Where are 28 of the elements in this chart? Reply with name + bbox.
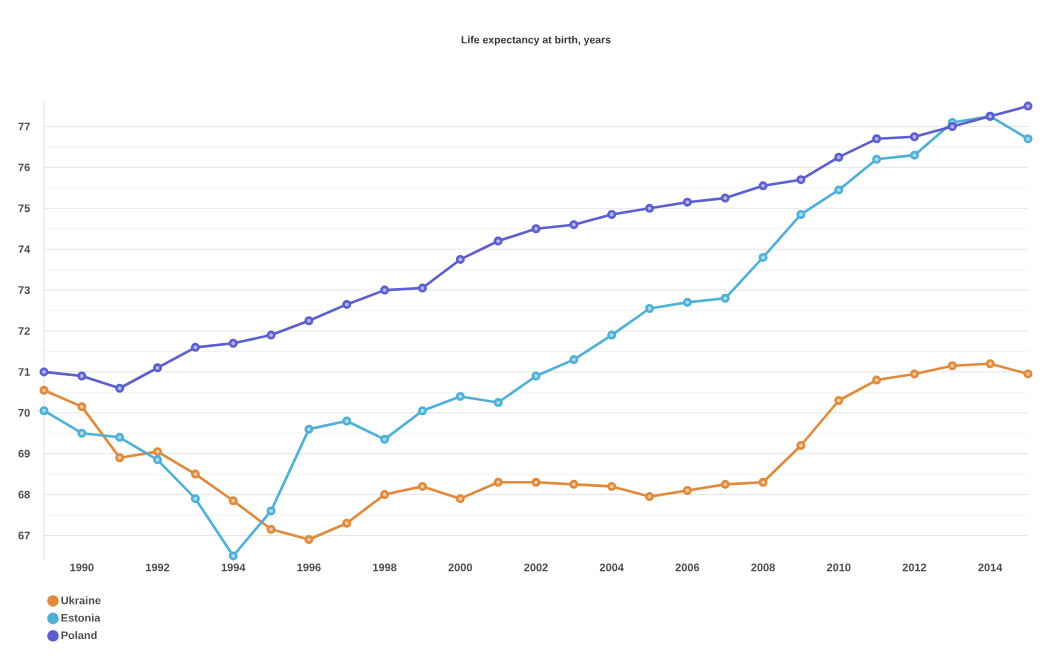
x-tick-label: 2014 (978, 563, 1003, 572)
y-tick-label: 72 (18, 327, 30, 335)
x-tick-label: 1998 (373, 563, 397, 572)
x-tick-label: 1992 (146, 563, 170, 572)
y-tick-label: 71 (18, 368, 30, 376)
x-tick-label: 2000 (448, 563, 473, 572)
y-tick-label: 77 (18, 122, 30, 131)
y-tick-label: 69 (18, 449, 30, 458)
legend-label: Ukraine (61, 596, 101, 605)
legend-label: Estonia (61, 613, 101, 622)
y-tick-label: 73 (18, 286, 30, 294)
x-tick-label: 2004 (599, 563, 624, 572)
chart-title: Life expectancy at birth, years (461, 35, 611, 46)
y-tick-label: 76 (18, 163, 30, 172)
y-tick-label: 74 (18, 245, 31, 253)
x-tick-label: 2010 (826, 563, 851, 572)
x-tick-label: 2012 (902, 563, 927, 572)
y-tick-label: 70 (18, 408, 30, 417)
x-tick-label: 2008 (751, 563, 775, 572)
x-tick-label: 2002 (524, 563, 548, 572)
x-tick-label: 1996 (297, 563, 321, 572)
legend-label: Poland (61, 631, 97, 640)
x-tick-label: 1990 (70, 563, 94, 572)
x-tick-label: 2006 (675, 563, 700, 572)
y-tick-label: 75 (18, 204, 30, 213)
x-tick-label: 1994 (221, 563, 246, 572)
y-tick-label: 67 (18, 531, 30, 540)
y-tick-label: 68 (18, 490, 30, 499)
